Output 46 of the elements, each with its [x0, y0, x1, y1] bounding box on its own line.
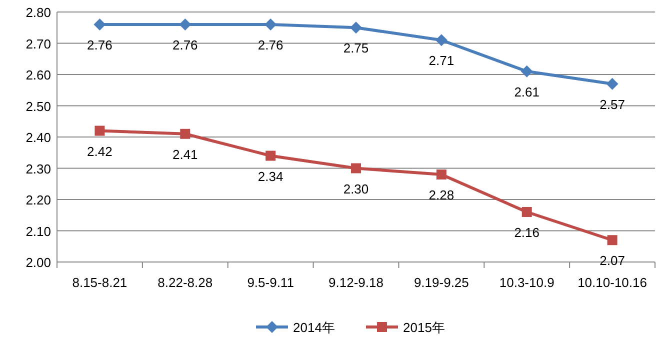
point: [520, 65, 533, 78]
point: [94, 18, 106, 30]
x-tick-label: 9.19-9.25: [414, 275, 469, 290]
point: [436, 170, 446, 180]
y-tick-label: 2.30: [26, 161, 51, 176]
y-tick-label: 2.10: [26, 224, 51, 239]
data-label: 2.41: [172, 146, 198, 162]
point: [435, 34, 448, 46]
point: [607, 235, 618, 246]
point: [94, 126, 105, 136]
data-label: 2.42: [87, 144, 112, 159]
y-tick-label: 2.60: [26, 68, 51, 82]
x-tick-label: 10.10-10.16: [578, 275, 647, 290]
data-label: 2.07: [600, 253, 625, 268]
point: [350, 22, 362, 34]
y-tick-label: 2.70: [26, 36, 51, 52]
x-tick-label: 8.22-8.28: [158, 275, 213, 290]
y-tick-label: 2.20: [26, 192, 51, 208]
legend-label: 2014年: [293, 320, 335, 335]
data-label: 2.76: [87, 38, 112, 52]
point: [264, 18, 277, 30]
point: [179, 18, 192, 30]
data-label: 2.76: [258, 38, 284, 52]
data-label: 2.57: [600, 96, 625, 112]
data-label: 2.34: [258, 168, 284, 184]
data-label: 2.75: [343, 40, 369, 56]
x-tick-label: 8.15-8.21: [72, 275, 128, 290]
data-label: 2.71: [428, 53, 454, 68]
y-tick-label: 2.40: [26, 130, 51, 145]
x-tick-label: 9.12-9.18: [328, 275, 384, 290]
point: [180, 128, 190, 139]
y-tick-label: 2.00: [26, 255, 51, 270]
legend-label: 2015年: [403, 320, 445, 335]
data-label: 2.30: [343, 181, 369, 196]
x-tick-label: 9.5-9.11: [247, 275, 294, 290]
point: [266, 150, 276, 161]
data-label: 2.61: [514, 84, 540, 100]
x-tick-label: 10.3-10.9: [499, 275, 554, 290]
y-tick-label: 2.80: [26, 5, 51, 20]
y-tick-label: 2.50: [26, 98, 51, 114]
data-label: 2.76: [172, 38, 198, 52]
point: [606, 78, 618, 90]
point: [522, 207, 532, 217]
data-label: 2.16: [514, 225, 540, 240]
point: [351, 163, 361, 174]
data-label: 2.28: [428, 188, 454, 202]
